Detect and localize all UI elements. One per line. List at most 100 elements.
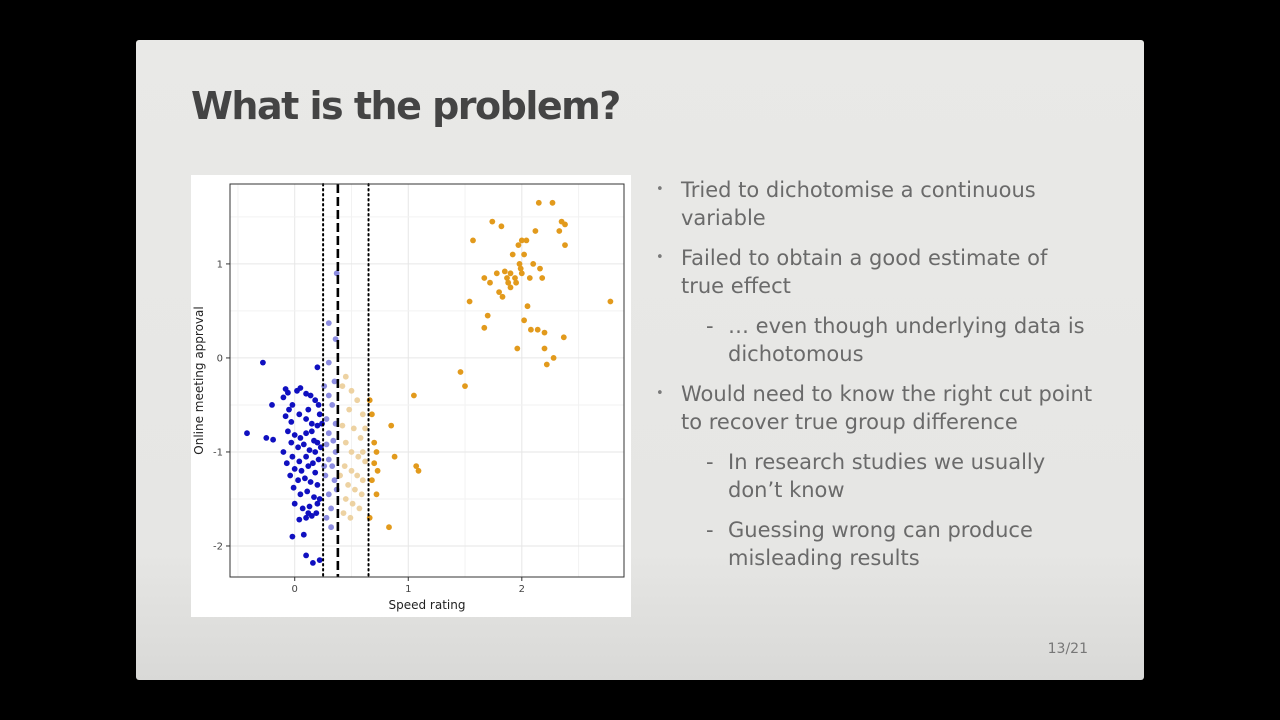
scatter-point bbox=[501, 268, 508, 275]
scatter-point bbox=[315, 402, 322, 408]
scatter-point bbox=[534, 326, 541, 333]
scatter-point bbox=[371, 460, 378, 467]
scatter-point bbox=[310, 460, 316, 467]
page-number: 13/21 bbox=[1047, 641, 1088, 657]
scatter-point bbox=[296, 516, 303, 523]
scatter-point bbox=[314, 500, 321, 507]
scatter-point bbox=[342, 439, 349, 446]
scatter-point bbox=[541, 329, 548, 336]
scatter-point bbox=[315, 456, 322, 463]
x-axis-label: Speed rating bbox=[389, 598, 466, 612]
scatter-point bbox=[291, 432, 298, 438]
scatter-point bbox=[306, 447, 313, 453]
scatter-point bbox=[297, 385, 304, 391]
scatter-point bbox=[296, 458, 303, 465]
scatter-point bbox=[489, 218, 496, 225]
scatter-point bbox=[457, 369, 464, 375]
scatter-point bbox=[415, 467, 422, 474]
scatter-point bbox=[280, 449, 287, 455]
scatter-point bbox=[297, 491, 304, 498]
chart-background bbox=[191, 175, 631, 617]
scatter-point bbox=[305, 406, 312, 413]
scatter-point bbox=[355, 453, 362, 460]
point-layer bbox=[244, 199, 614, 566]
scatter-point bbox=[342, 373, 349, 380]
scatter-point bbox=[288, 439, 295, 446]
scatter-point bbox=[339, 383, 346, 389]
scatter-point bbox=[291, 500, 298, 507]
scatter-point bbox=[312, 397, 319, 404]
scatter-point bbox=[325, 456, 332, 463]
scatter-point bbox=[303, 390, 309, 397]
scatter-point bbox=[311, 494, 317, 500]
scatter-point bbox=[539, 275, 546, 281]
scatter-point bbox=[356, 505, 363, 512]
x-tick-label: 0 bbox=[292, 584, 298, 595]
scatter-point bbox=[462, 383, 468, 389]
scatter-point bbox=[299, 505, 306, 512]
tick-layer: 0 1 2 -2 -1 0 1 bbox=[213, 259, 525, 595]
scatter-point bbox=[286, 406, 292, 413]
scatter-point bbox=[303, 430, 309, 437]
scatter-point bbox=[306, 503, 313, 510]
bullet-item: Failed to obtain a good estimate of true… bbox=[656, 244, 1096, 300]
scatter-point bbox=[359, 449, 366, 455]
scatter-point bbox=[528, 326, 534, 333]
scatter-point bbox=[295, 444, 301, 451]
scatter-point bbox=[496, 289, 502, 295]
plot-frame bbox=[229, 183, 625, 578]
scatter-point bbox=[340, 510, 347, 516]
scatter-point bbox=[524, 303, 531, 310]
scatter-point bbox=[521, 317, 527, 324]
y-axis-label: Online meeting approval bbox=[192, 306, 206, 454]
scatter-point bbox=[498, 223, 505, 230]
scatter-point bbox=[331, 477, 338, 484]
x-tick-label: 2 bbox=[519, 584, 525, 595]
scatter-point bbox=[325, 491, 332, 498]
scatter-point bbox=[308, 428, 315, 435]
scatter-point bbox=[346, 406, 353, 413]
scatter-point bbox=[413, 463, 420, 469]
scatter-point bbox=[314, 422, 321, 429]
scatter-point bbox=[305, 510, 312, 516]
scatter-point bbox=[549, 199, 556, 206]
scatter-point bbox=[323, 514, 330, 521]
scatter-point bbox=[289, 402, 296, 408]
scatter-point bbox=[295, 477, 301, 484]
scatter-point bbox=[289, 453, 296, 460]
scatter-point bbox=[263, 435, 270, 441]
scatter-point bbox=[560, 334, 567, 341]
y-tick-label: 0 bbox=[217, 353, 223, 364]
scatter-point bbox=[354, 472, 361, 479]
slide-title: What is the problem? bbox=[191, 84, 621, 128]
scatter-point bbox=[312, 449, 319, 455]
scatter-point bbox=[526, 275, 533, 281]
scatter-point bbox=[541, 345, 548, 352]
scatter-point bbox=[535, 199, 542, 206]
scatter-point bbox=[373, 491, 380, 498]
scatter-point bbox=[333, 270, 340, 277]
scatter-point bbox=[505, 279, 512, 286]
sub-bullet-item: Guessing wrong can produce misleading re… bbox=[656, 516, 1096, 572]
scatter-point bbox=[285, 389, 291, 396]
scatter-point bbox=[339, 422, 346, 429]
scatter-point bbox=[386, 524, 392, 531]
scatter-point bbox=[369, 411, 375, 418]
scatter-point bbox=[521, 251, 527, 258]
scatter-point bbox=[288, 419, 295, 425]
scatter-point bbox=[316, 411, 323, 418]
scatter-point bbox=[530, 261, 537, 267]
scatter-point bbox=[307, 479, 314, 485]
scatter-point bbox=[481, 275, 488, 281]
scatter-point bbox=[282, 413, 289, 420]
scatter-point bbox=[348, 467, 355, 474]
scatter-point bbox=[507, 270, 514, 277]
scatter-point bbox=[537, 265, 543, 272]
scatter-point bbox=[556, 228, 563, 234]
scatter-point bbox=[329, 402, 336, 408]
scatter-point bbox=[305, 463, 312, 469]
scatter-point bbox=[517, 265, 524, 272]
scatter-point bbox=[550, 355, 557, 361]
scatter-point bbox=[354, 397, 361, 404]
scatter-point bbox=[523, 237, 530, 244]
